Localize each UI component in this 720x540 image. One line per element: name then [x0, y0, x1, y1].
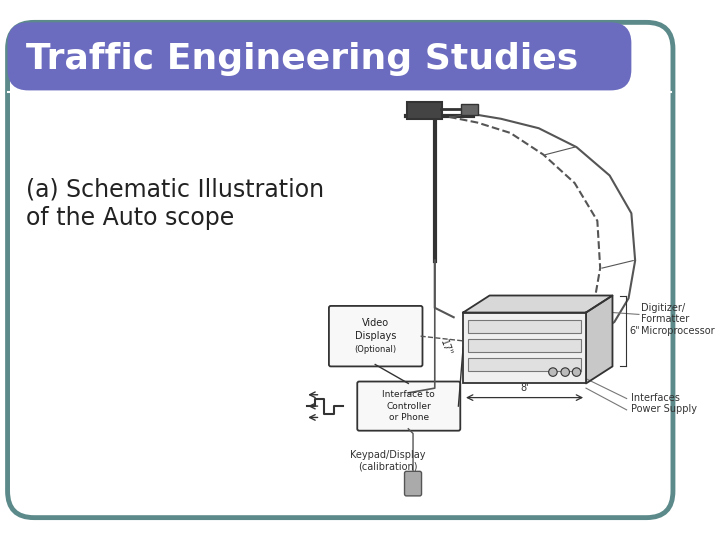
Text: 17": 17" — [438, 339, 454, 357]
Circle shape — [561, 368, 570, 376]
Text: 8': 8' — [521, 383, 529, 393]
FancyBboxPatch shape — [8, 22, 631, 90]
Polygon shape — [586, 295, 613, 383]
Circle shape — [572, 368, 581, 376]
FancyBboxPatch shape — [405, 471, 421, 496]
Text: Formatter: Formatter — [641, 314, 689, 325]
Text: Microprocessor: Microprocessor — [641, 326, 714, 336]
Text: or Phone: or Phone — [389, 413, 429, 422]
Text: Controller: Controller — [387, 402, 431, 410]
Text: (Optional): (Optional) — [355, 345, 397, 354]
FancyBboxPatch shape — [357, 382, 460, 431]
FancyBboxPatch shape — [468, 320, 581, 333]
FancyBboxPatch shape — [463, 313, 586, 383]
Text: Power Supply: Power Supply — [631, 404, 698, 414]
Text: Displays: Displays — [355, 331, 397, 341]
FancyBboxPatch shape — [408, 102, 442, 119]
FancyBboxPatch shape — [468, 358, 581, 371]
Text: of the Auto scope: of the Auto scope — [27, 206, 235, 230]
Text: Digitizer/: Digitizer/ — [641, 303, 685, 313]
Text: (a) Schematic Illustration: (a) Schematic Illustration — [27, 178, 325, 201]
FancyBboxPatch shape — [8, 22, 673, 518]
FancyBboxPatch shape — [468, 339, 581, 352]
FancyBboxPatch shape — [462, 104, 478, 115]
Text: 6": 6" — [629, 326, 640, 336]
Text: Interfaces: Interfaces — [631, 393, 680, 403]
Text: Traffic Engineering Studies: Traffic Engineering Studies — [27, 42, 579, 76]
Circle shape — [549, 368, 557, 376]
FancyBboxPatch shape — [329, 306, 423, 367]
Text: (calibration): (calibration) — [358, 462, 418, 472]
Text: Video: Video — [362, 318, 390, 328]
Text: Keypad/Display: Keypad/Display — [350, 450, 426, 460]
Text: Interface to: Interface to — [382, 390, 435, 399]
Polygon shape — [463, 295, 613, 313]
